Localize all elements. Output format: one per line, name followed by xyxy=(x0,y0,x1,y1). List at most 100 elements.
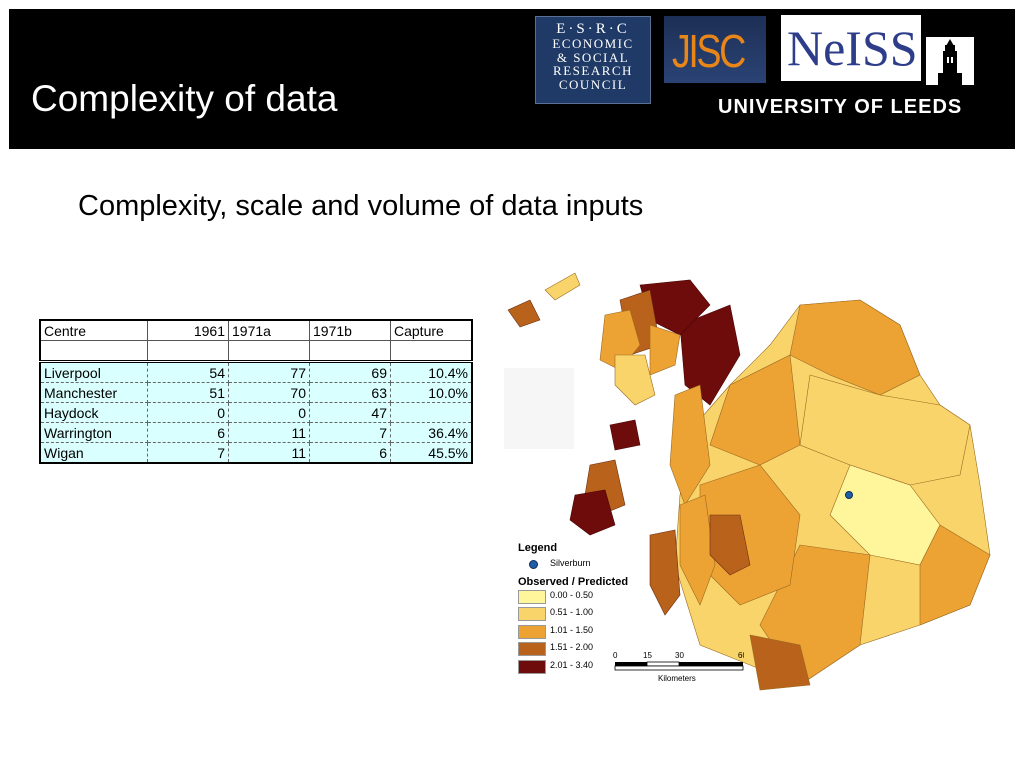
legend-class-label: 1.01 - 1.50 xyxy=(550,624,594,635)
map-region xyxy=(544,272,581,301)
table-row: Liverpool 54 77 69 10.4% xyxy=(39,361,473,383)
table-cell: 0 xyxy=(228,402,310,423)
esrc-logo-line: ECONOMIC xyxy=(552,36,634,51)
legend-swatch xyxy=(518,659,546,674)
neiss-logo-text: NeISS xyxy=(787,20,918,76)
map-region xyxy=(507,299,541,328)
legend-class-item: 2.01 - 3.40 xyxy=(518,658,628,676)
legend-swatch xyxy=(518,642,546,656)
slide-title: Complexity of data xyxy=(31,78,338,119)
map-region xyxy=(749,634,811,691)
table-cell: 63 xyxy=(309,382,391,403)
scale-bar: 0 15 30 60 Kilometers xyxy=(612,650,747,690)
map-region xyxy=(789,299,921,396)
map-region xyxy=(799,374,971,486)
map-region xyxy=(709,514,751,576)
scale-unit-label: Kilometers xyxy=(658,674,696,683)
legend-swatch xyxy=(518,607,546,621)
table-cell: Wigan xyxy=(39,442,148,464)
table-cell xyxy=(390,402,473,423)
table-cell: 10.4% xyxy=(390,361,473,383)
jisc-logo-text: JISC xyxy=(672,25,746,77)
table-row: Warrington 6 11 7 36.4% xyxy=(39,422,473,443)
silverburn-marker xyxy=(845,491,853,499)
map-legend: Legend Silverburn Observed / Predicted 0… xyxy=(518,542,628,675)
map-region xyxy=(614,354,656,406)
scale-segment xyxy=(679,662,743,666)
map-region xyxy=(919,524,991,626)
esrc-logo-line: COUNCIL xyxy=(558,76,628,92)
table-cell: 51 xyxy=(147,382,229,403)
table-cell: Warrington xyxy=(39,422,148,443)
map-region xyxy=(649,324,681,376)
legend-class-label: 0.51 - 1.00 xyxy=(550,607,594,617)
slide-subtitle: Complexity, scale and volume of data inp… xyxy=(78,190,644,222)
legend-swatch xyxy=(518,624,546,639)
scale-segment xyxy=(614,665,744,671)
scale-segment xyxy=(646,661,680,667)
column-header: Centre xyxy=(39,319,148,341)
scale-segment xyxy=(615,662,647,666)
choropleth-map xyxy=(507,272,991,691)
table-cell: 11 xyxy=(228,442,310,464)
map-region xyxy=(609,419,641,451)
table-cell: 36.4% xyxy=(390,422,473,443)
esrc-logo: E·S·R·C ECONOMIC & SOCIAL RESEARCH COUNC… xyxy=(535,16,651,104)
column-header: Capture xyxy=(390,319,473,341)
esrc-logo-line: RESEARCH xyxy=(553,63,633,78)
map-region xyxy=(669,384,711,506)
legend-class-title: Observed / Predicted xyxy=(518,575,629,588)
neiss-logo: NeISS xyxy=(781,15,921,81)
map-region xyxy=(679,494,716,606)
empty-cell xyxy=(390,340,473,363)
table-cell: Haydock xyxy=(39,402,148,423)
legend-class-item: 0.51 - 1.00 xyxy=(518,605,628,623)
map-region xyxy=(709,354,801,466)
esrc-logo-line: & SOCIAL xyxy=(556,49,630,65)
leeds-wordmark: UNIVERSITY OF LEEDS xyxy=(718,96,963,118)
table-cell: 69 xyxy=(309,361,391,383)
table-cell: Liverpool xyxy=(39,361,148,383)
table-cell: 77 xyxy=(228,361,310,383)
table-row: Haydock 0 0 47 xyxy=(39,402,473,423)
map-region xyxy=(569,489,616,536)
scale-tick-label: 30 xyxy=(675,651,684,660)
silverburn-dot-icon xyxy=(529,560,538,569)
table-row: Wigan 7 11 6 45.5% xyxy=(39,442,473,464)
legend-point-item: Silverburn xyxy=(518,556,628,574)
data-table: Centre 1961 1971a 1971b Capture Liverpoo… xyxy=(39,319,473,464)
legend-class-label: 0.00 - 0.50 xyxy=(550,589,594,600)
column-header: 1971a xyxy=(228,319,310,341)
empty-cell xyxy=(228,340,310,363)
table-cell: 10.0% xyxy=(390,382,473,403)
map-region xyxy=(649,529,681,616)
table-cell: 7 xyxy=(309,422,391,443)
scale-tick-label: 15 xyxy=(643,651,652,660)
scale-tick-label: 0 xyxy=(613,651,618,660)
table-cell: 47 xyxy=(309,402,391,423)
legend-class-item: 0.00 - 0.50 xyxy=(518,588,628,606)
table-cell: 45.5% xyxy=(390,442,473,464)
empty-cell xyxy=(147,340,229,363)
legend-swatch xyxy=(518,589,546,604)
table-cell: 6 xyxy=(147,422,229,443)
empty-cell xyxy=(309,340,391,363)
table-cell: 0 xyxy=(147,402,229,423)
table-cell: 6 xyxy=(309,442,391,464)
leeds-tower-icon xyxy=(926,37,974,85)
legend-point-label: Silverburn xyxy=(550,558,591,568)
scale-tick-label: 60 xyxy=(738,651,744,660)
map-region xyxy=(679,304,741,406)
table-row: Manchester 51 70 63 10.0% xyxy=(39,382,473,403)
column-header: 1961 xyxy=(147,319,229,341)
legend-class-item: 1.51 - 2.00 xyxy=(518,640,628,658)
table-cell: 54 xyxy=(147,361,229,383)
table-cell: Manchester xyxy=(39,382,148,403)
table-cell: 11 xyxy=(228,422,310,443)
table-cell: 70 xyxy=(228,382,310,403)
legend-class-label: 2.01 - 3.40 xyxy=(550,659,594,670)
jisc-logo: JISC xyxy=(664,16,766,83)
legend-class-label: 1.51 - 2.00 xyxy=(550,642,594,652)
esrc-logo-line: E·S·R·C xyxy=(556,21,630,37)
column-header: 1971b xyxy=(309,319,391,341)
